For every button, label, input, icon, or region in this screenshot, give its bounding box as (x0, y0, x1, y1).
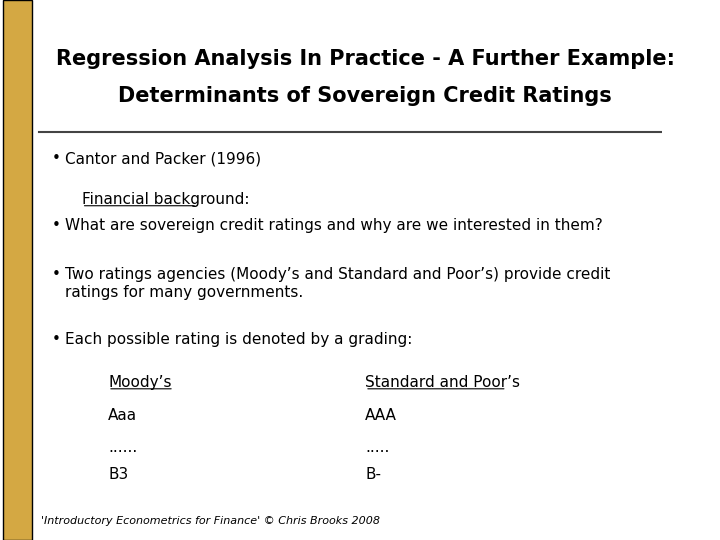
Text: What are sovereign credit ratings and why are we interested in them?: What are sovereign credit ratings and wh… (66, 218, 603, 233)
Text: Financial background:: Financial background: (81, 192, 249, 207)
Text: AAA: AAA (365, 408, 397, 423)
Text: Determinants of Sovereign Credit Ratings: Determinants of Sovereign Credit Ratings (118, 86, 612, 106)
Text: ......: ...... (108, 440, 138, 455)
Text: 'Introductory Econometrics for Finance' © Chris Brooks 2008: 'Introductory Econometrics for Finance' … (41, 516, 380, 526)
Text: •: • (52, 267, 61, 282)
Text: Cantor and Packer (1996): Cantor and Packer (1996) (66, 151, 261, 166)
Text: Moody’s: Moody’s (108, 375, 171, 390)
Text: •: • (52, 218, 61, 233)
Text: Aaa: Aaa (108, 408, 138, 423)
Text: Two ratings agencies (Moody’s and Standard and Poor’s) provide credit
ratings fo: Two ratings agencies (Moody’s and Standa… (66, 267, 611, 300)
Text: •: • (52, 151, 61, 166)
Text: •: • (52, 332, 61, 347)
Text: Each possible rating is denoted by a grading:: Each possible rating is denoted by a gra… (66, 332, 413, 347)
FancyBboxPatch shape (3, 0, 32, 540)
Text: B3: B3 (108, 467, 128, 482)
Text: .....: ..... (365, 440, 390, 455)
Text: Standard and Poor’s: Standard and Poor’s (365, 375, 520, 390)
Text: Regression Analysis In Practice - A Further Example:: Regression Analysis In Practice - A Furt… (55, 49, 675, 69)
Text: B-: B- (365, 467, 381, 482)
